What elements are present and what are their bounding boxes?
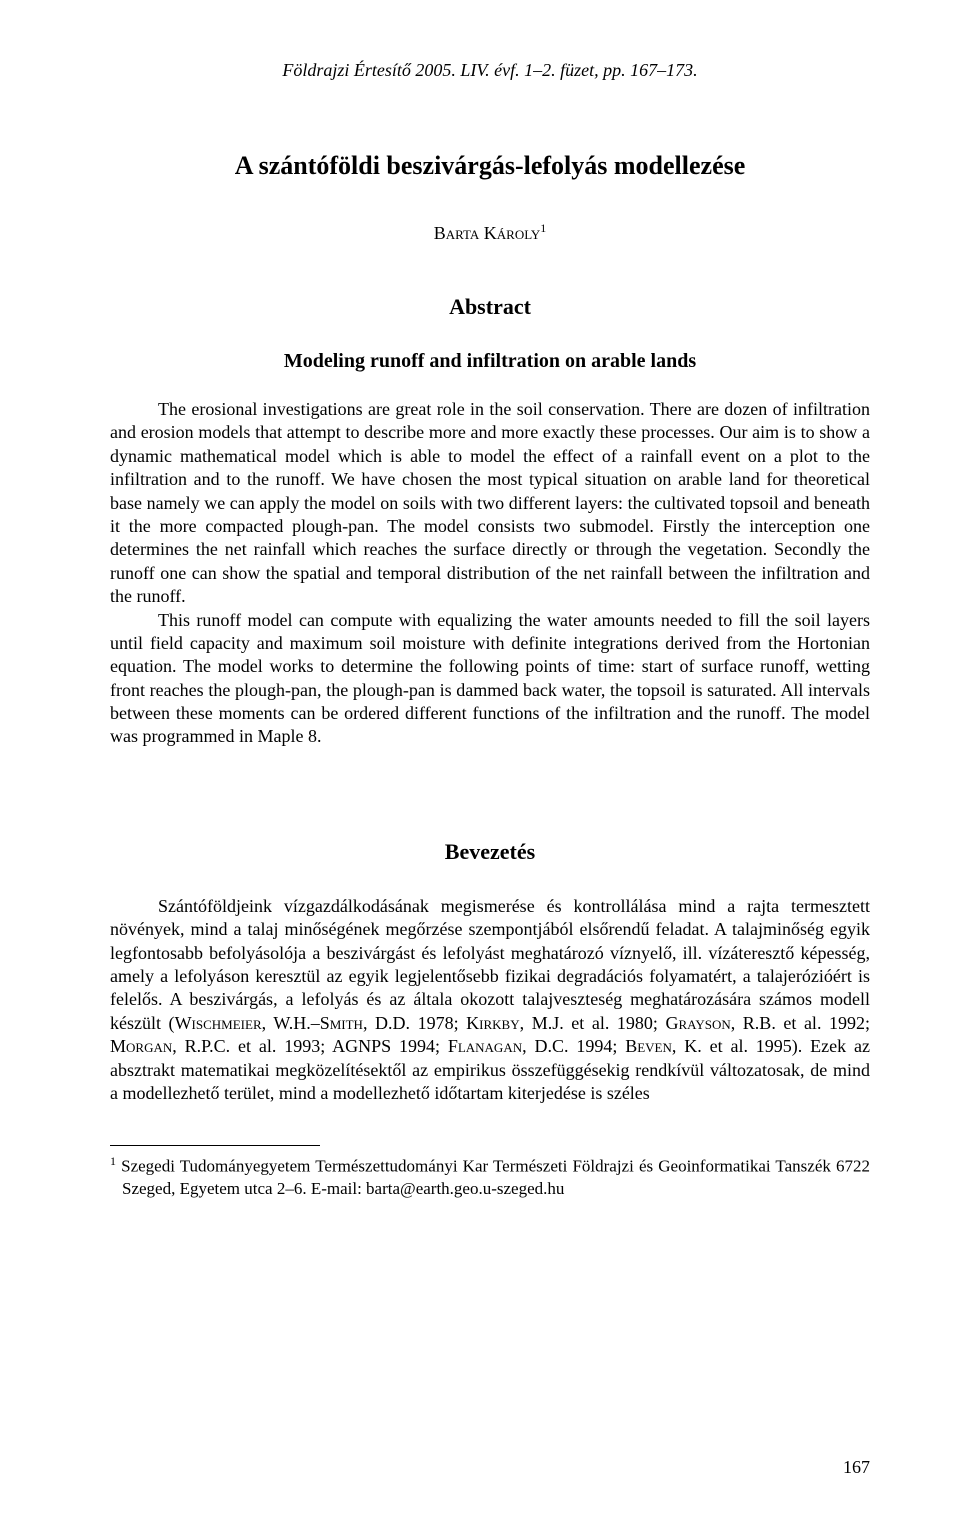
intro-paragraph-1: Szántóföldjeink vízgazdálkodásának megis… <box>110 895 870 1106</box>
abstract-paragraph-1: The erosional investigations are great r… <box>110 398 870 609</box>
reference-author: Kirkby <box>466 1013 519 1033</box>
footnote-text: Szegedi Tudományegyetem Természettudomán… <box>116 1157 870 1198</box>
article-title: A szántóföldi beszivárgás-lefolyás model… <box>110 151 870 181</box>
reference-author: Wischmeier <box>175 1013 262 1033</box>
reference-author: Morgan <box>110 1036 172 1056</box>
intro-text-part: , R.P.C. et al. 1993; AGNPS 1994; <box>172 1036 448 1056</box>
intro-text-part: , W.H.– <box>262 1013 320 1033</box>
footnote-separator <box>110 1145 320 1146</box>
author-line: Barta Károly1 <box>110 221 870 244</box>
intro-heading: Bevezetés <box>110 839 870 865</box>
author-name: Barta Károly <box>434 223 541 243</box>
abstract-heading: Abstract <box>110 294 870 320</box>
intro-text-part: , M.J. et al. 1980; <box>520 1013 666 1033</box>
abstract-paragraph-2: This runoff model can compute with equal… <box>110 609 870 749</box>
reference-author: Flanagan <box>448 1036 522 1056</box>
reference-author: Smith <box>320 1013 363 1033</box>
reference-author: Beven <box>625 1036 672 1056</box>
intro-text-part: , R.B. et al. 1992; <box>731 1013 870 1033</box>
footnote: 1 Szegedi Tudományegyetem Természettudom… <box>110 1154 870 1200</box>
intro-text-part: , D.D. 1978; <box>363 1013 466 1033</box>
spacer <box>110 749 870 809</box>
page-number: 167 <box>843 1457 870 1478</box>
reference-author: Grayson <box>665 1013 730 1033</box>
author-footnote-mark: 1 <box>540 221 546 235</box>
journal-citation: Földrajzi Értesítő 2005. LIV. évf. 1–2. … <box>110 60 870 81</box>
intro-text-part: , D.C. 1994; <box>522 1036 625 1056</box>
abstract-subheading: Modeling runoff and infiltration on arab… <box>110 350 870 373</box>
